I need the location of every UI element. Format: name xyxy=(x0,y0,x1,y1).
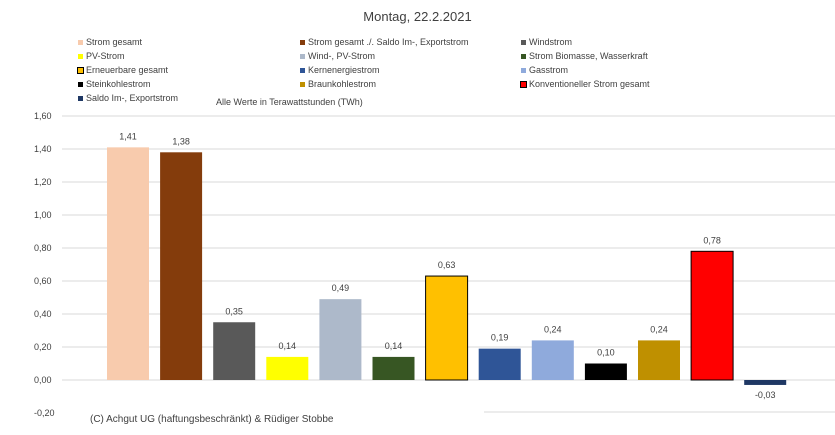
legend-label: Saldo Im-, Exportstrom xyxy=(86,93,179,103)
legend-item: PV-Strom xyxy=(78,49,125,63)
legend-item: Steinkohlestrom xyxy=(78,77,151,91)
legend-swatch xyxy=(77,66,84,74)
legend-swatch xyxy=(520,80,527,88)
legend-swatch xyxy=(78,39,83,45)
data-label: 0,78 xyxy=(703,235,721,245)
legend-item: Strom gesamt ./. Saldo Im-, Exportstrom xyxy=(300,35,469,49)
data-label: 1,38 xyxy=(172,136,190,146)
data-label: 0,35 xyxy=(225,306,243,316)
legend-item: Saldo Im-, Exportstrom xyxy=(78,91,178,105)
bar-1 xyxy=(160,152,203,380)
data-label: 0,10 xyxy=(597,348,615,358)
legend-label: Strom gesamt xyxy=(86,37,143,47)
y-tick-label: 1,20 xyxy=(34,177,52,187)
data-label: 0,24 xyxy=(650,324,668,334)
legend-label: PV-Strom xyxy=(86,51,125,61)
y-tick-label: 1,40 xyxy=(34,144,52,154)
legend-item: Gasstrom xyxy=(521,63,568,77)
y-tick-label: 0,40 xyxy=(34,309,52,319)
bar-4 xyxy=(319,299,362,380)
legend-item: Konventioneller Strom gesamt xyxy=(520,77,650,91)
chart-title: Montag, 22.2.2021 xyxy=(363,9,472,24)
bar-10 xyxy=(638,340,680,380)
bar-5 xyxy=(372,356,415,380)
chart-subtitle: Alle Werte in Terawattstunden (TWh) xyxy=(216,97,363,107)
legend-swatch xyxy=(521,53,526,59)
legend-label: Windstrom xyxy=(529,37,573,47)
copyright-text: (C) Achgut UG (haftungsbeschränkt) & Rüd… xyxy=(90,414,334,425)
legend-label: Kernenergiestrom xyxy=(308,65,380,75)
y-tick-label: 0,00 xyxy=(34,375,52,385)
data-label: 0,14 xyxy=(279,341,297,351)
legend-item: Wind-, PV-Strom xyxy=(300,49,375,63)
data-label: 0,49 xyxy=(332,283,350,293)
data-label: 0,24 xyxy=(544,324,562,334)
data-label: 1,41 xyxy=(119,131,137,141)
legend-item: Braunkohlestrom xyxy=(300,77,376,91)
legend-swatch xyxy=(78,81,83,87)
bar-8 xyxy=(531,340,574,380)
legend-swatch xyxy=(300,39,305,45)
bar-9 xyxy=(584,363,627,380)
legend-label: Wind-, PV-Strom xyxy=(308,51,376,61)
legend-label: Erneuerbare gesamt xyxy=(86,65,169,75)
legend-label: Steinkohlestrom xyxy=(86,79,151,89)
bar-12 xyxy=(744,380,787,385)
bar-0 xyxy=(107,147,149,380)
data-label: 0,19 xyxy=(491,333,509,343)
legend-label: Konventioneller Strom gesamt xyxy=(529,79,650,89)
legend-swatch xyxy=(521,39,526,45)
legend-label: Braunkohlestrom xyxy=(308,79,377,89)
bar-6 xyxy=(425,275,469,381)
y-tick-label: 0,80 xyxy=(34,243,52,253)
legend-item: Strom Biomasse, Wasserkraft xyxy=(521,49,648,63)
legend-label: Strom gesamt ./. Saldo Im-, Exportstrom xyxy=(308,37,469,47)
legend-swatch xyxy=(300,67,305,73)
bar-11 xyxy=(690,250,734,381)
data-label: 0,14 xyxy=(385,341,403,351)
legend-item: Kernenergiestrom xyxy=(300,63,380,77)
legend-swatch xyxy=(78,95,83,101)
data-label: 0,63 xyxy=(438,260,456,270)
legend-label: Strom Biomasse, Wasserkraft xyxy=(529,51,648,61)
bar-3 xyxy=(266,356,309,380)
legend-item: Strom gesamt xyxy=(78,35,142,49)
y-tick-label: 1,60 xyxy=(34,111,52,121)
legend-swatch xyxy=(78,53,83,59)
bar-2 xyxy=(213,322,256,380)
y-tick-label: 0,20 xyxy=(34,342,52,352)
legend-swatch xyxy=(300,53,305,59)
y-tick-label: 1,00 xyxy=(34,210,52,220)
legend-swatch xyxy=(300,81,305,87)
y-tick-label: -0,20 xyxy=(34,408,55,418)
chart-legend: Strom gesamt Strom gesamt ./. Saldo Im-, … xyxy=(77,35,698,108)
data-label: -0,03 xyxy=(755,390,776,400)
bar-7 xyxy=(478,348,521,380)
y-tick-label: 0,60 xyxy=(34,276,52,286)
legend-item: Windstrom xyxy=(521,35,572,49)
legend-item: Erneuerbare gesamt xyxy=(77,63,169,77)
legend-swatch xyxy=(521,67,526,73)
legend-label: Gasstrom xyxy=(529,65,569,75)
